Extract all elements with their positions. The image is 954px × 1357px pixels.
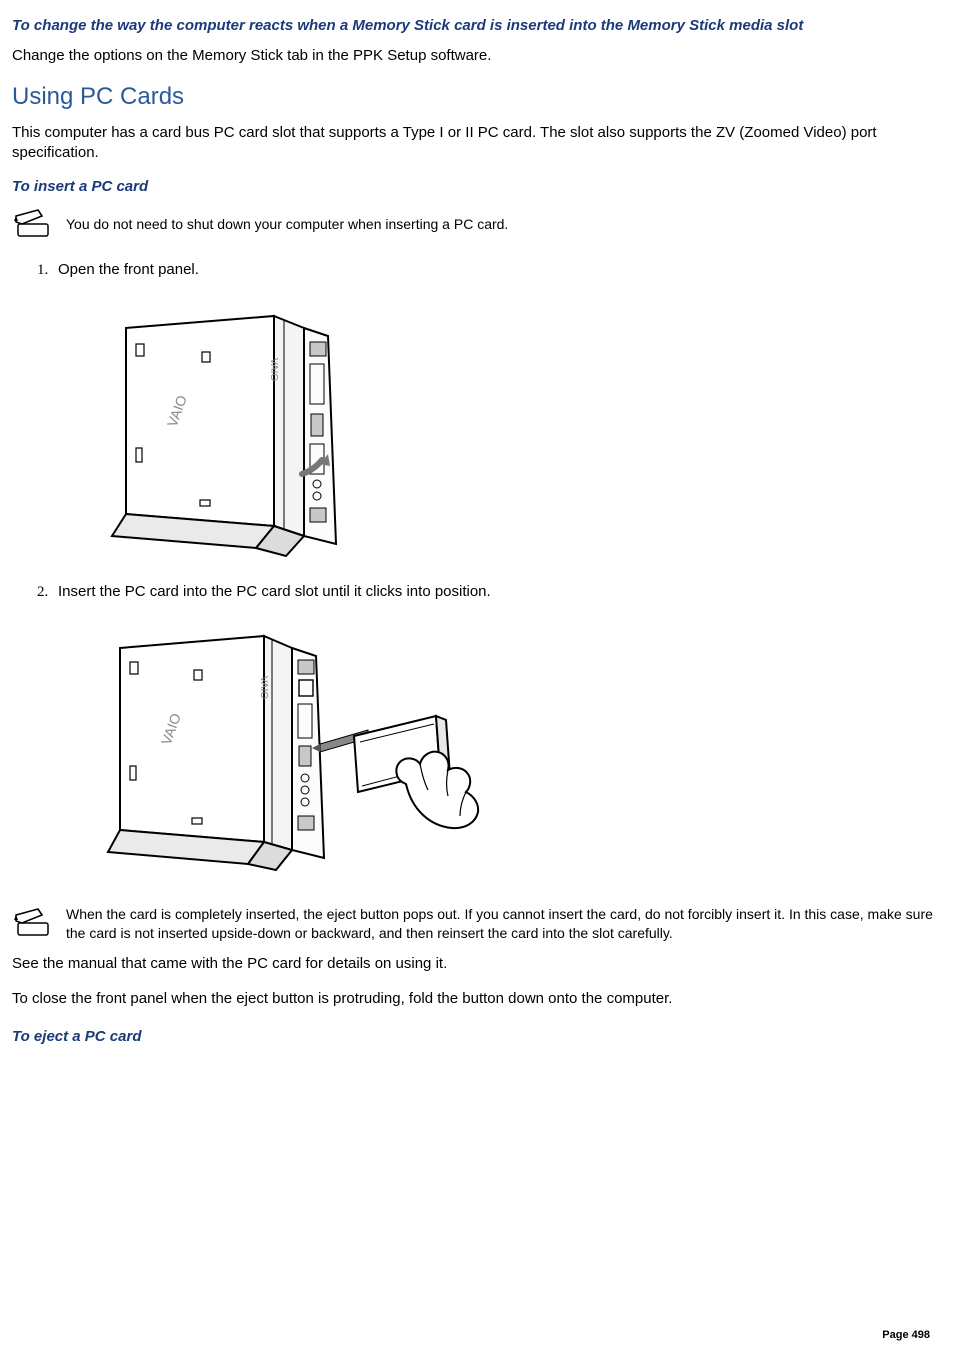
note-eject-row: When the card is completely inserted, th… — [12, 905, 942, 943]
heading-memory-stick: To change the way the computer reacts wh… — [12, 16, 942, 36]
figure-open-panel: VAIO VAIO — [106, 298, 942, 564]
memory-stick-body: Change the options on the Memory Stick t… — [12, 46, 942, 66]
note-no-shutdown-text: You do not need to shut down your comput… — [66, 215, 508, 234]
pencil-note-icon — [12, 208, 56, 242]
note-eject-text: When the card is completely inserted, th… — [66, 905, 942, 943]
step-2-text: Insert the PC card into the PC card slot… — [58, 583, 491, 600]
figure-insert-card: VAIO VAIO — [106, 620, 942, 886]
see-manual-text: See the manual that came with the PC car… — [12, 954, 942, 974]
note-no-shutdown-row: You do not need to shut down your comput… — [12, 208, 942, 242]
heading-insert-pc-card: To insert a PC card — [12, 177, 942, 197]
page-number: Page 498 — [882, 1328, 930, 1343]
pencil-note-icon — [12, 907, 56, 941]
svg-text:VAIO: VAIO — [258, 676, 269, 699]
step-1: Open the front panel. VAIO VAIO — [52, 260, 942, 565]
svg-text:VAIO: VAIO — [268, 358, 279, 381]
steps-list: Open the front panel. VAIO VAIO — [52, 260, 942, 887]
close-panel-text: To close the front panel when the eject … — [12, 989, 942, 1009]
pc-cards-intro: This computer has a card bus PC card slo… — [12, 123, 942, 164]
heading-eject-pc-card: To eject a PC card — [12, 1027, 942, 1047]
step-2: Insert the PC card into the PC card slot… — [52, 582, 942, 887]
heading-using-pc-cards: Using PC Cards — [12, 81, 942, 113]
computer-insert-card-illustration: VAIO VAIO — [106, 620, 486, 880]
computer-open-panel-illustration: VAIO VAIO — [106, 298, 366, 558]
step-1-text: Open the front panel. — [58, 261, 199, 278]
